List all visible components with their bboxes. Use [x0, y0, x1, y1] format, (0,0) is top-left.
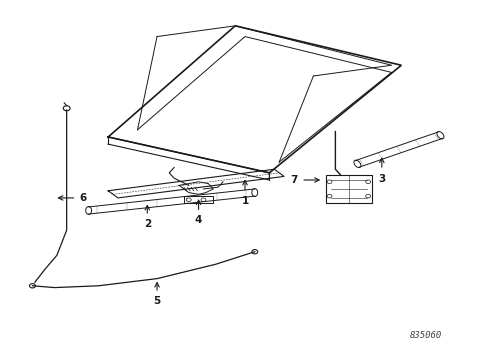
- Text: 835060: 835060: [410, 330, 442, 339]
- Text: 1: 1: [242, 196, 248, 206]
- Text: 6: 6: [80, 193, 87, 203]
- Text: 5: 5: [153, 296, 161, 306]
- Text: 4: 4: [195, 215, 202, 225]
- Text: 3: 3: [378, 174, 386, 184]
- Bar: [326, 175, 372, 203]
- Text: 2: 2: [144, 219, 151, 229]
- Text: 7: 7: [291, 175, 298, 185]
